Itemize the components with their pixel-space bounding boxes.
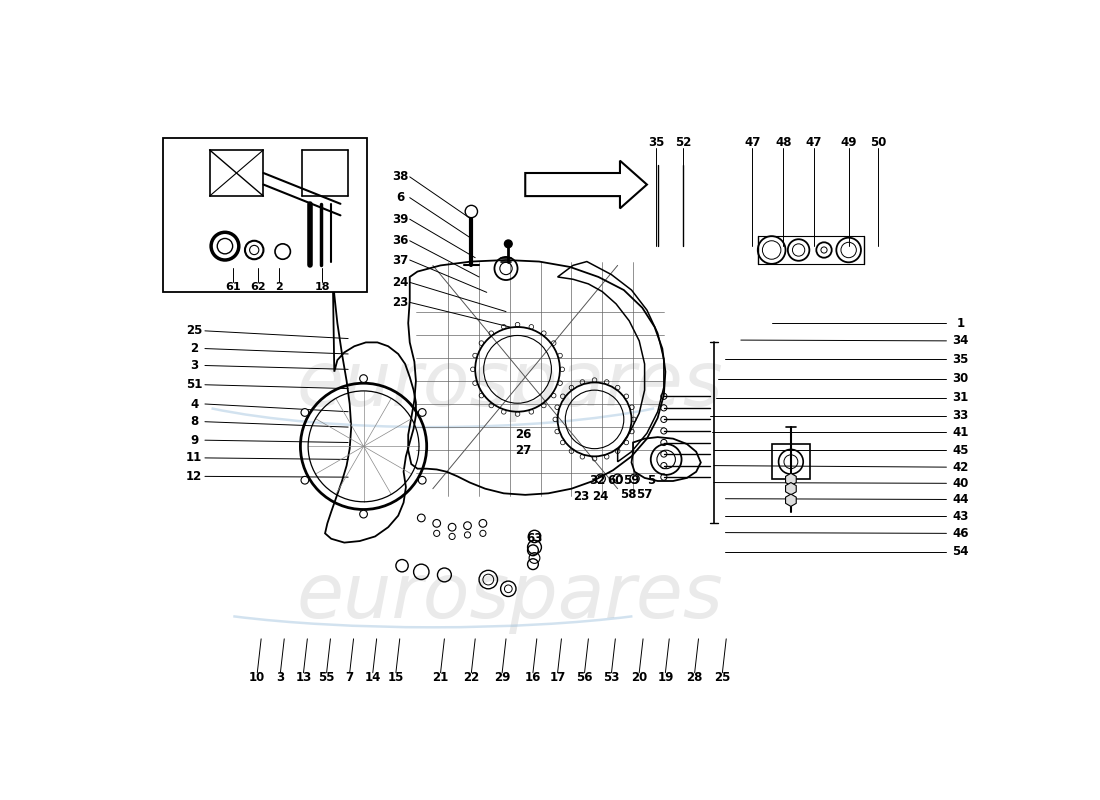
Circle shape (360, 374, 367, 382)
Circle shape (301, 409, 309, 416)
Text: 27: 27 (515, 444, 531, 457)
Text: 3: 3 (276, 671, 285, 684)
Text: 29: 29 (494, 671, 510, 684)
Text: 30: 30 (953, 372, 968, 385)
Text: 14: 14 (364, 671, 381, 684)
Circle shape (360, 510, 367, 518)
Text: 41: 41 (953, 426, 968, 439)
Text: 60: 60 (607, 474, 624, 487)
Text: 43: 43 (953, 510, 968, 523)
Text: 35: 35 (648, 136, 664, 149)
Text: 3: 3 (190, 359, 198, 372)
Text: 1: 1 (956, 317, 965, 330)
Text: 9: 9 (190, 434, 198, 446)
Text: 54: 54 (953, 546, 969, 558)
Bar (163, 138, 367, 292)
Text: 59: 59 (624, 474, 640, 487)
Text: 37: 37 (393, 254, 408, 266)
Polygon shape (785, 482, 796, 495)
Text: 19: 19 (657, 671, 673, 684)
Text: 8: 8 (190, 415, 198, 428)
Polygon shape (526, 161, 647, 209)
Text: 13: 13 (296, 671, 311, 684)
Text: 31: 31 (953, 391, 968, 404)
Text: 45: 45 (953, 444, 969, 457)
Text: 47: 47 (806, 136, 822, 149)
Text: eurospares: eurospares (297, 348, 723, 422)
Polygon shape (785, 494, 796, 506)
Text: eurospares: eurospares (297, 559, 723, 634)
Text: 40: 40 (953, 477, 968, 490)
Text: 5: 5 (648, 474, 656, 487)
Text: 47: 47 (745, 136, 760, 149)
Text: 12: 12 (186, 470, 202, 483)
Circle shape (418, 409, 426, 416)
Text: 20: 20 (631, 671, 647, 684)
Text: 42: 42 (953, 461, 968, 474)
Text: 33: 33 (953, 409, 968, 422)
Text: 28: 28 (686, 671, 703, 684)
Text: 50: 50 (870, 136, 887, 149)
Text: 24: 24 (593, 490, 609, 503)
Text: 61: 61 (224, 282, 241, 292)
Circle shape (418, 476, 426, 484)
Text: 17: 17 (550, 671, 565, 684)
Text: 23: 23 (573, 490, 590, 503)
Text: 56: 56 (576, 671, 593, 684)
Text: 38: 38 (393, 170, 409, 183)
Text: 16: 16 (525, 671, 541, 684)
Text: 6: 6 (396, 191, 405, 204)
Text: 44: 44 (953, 493, 969, 506)
Text: 53: 53 (603, 671, 619, 684)
Polygon shape (785, 474, 796, 486)
Text: 25: 25 (186, 324, 202, 338)
Text: 55: 55 (318, 671, 334, 684)
Text: 11: 11 (186, 451, 202, 464)
Circle shape (301, 476, 309, 484)
Circle shape (505, 240, 513, 248)
Text: 32: 32 (588, 474, 605, 487)
Circle shape (465, 206, 477, 218)
Text: 62: 62 (250, 282, 266, 292)
Text: 48: 48 (774, 136, 792, 149)
Text: 63: 63 (526, 532, 542, 546)
Text: 2: 2 (275, 282, 283, 292)
Text: 23: 23 (393, 296, 408, 309)
Text: 35: 35 (953, 353, 968, 366)
Text: 39: 39 (393, 213, 409, 226)
Text: 58: 58 (620, 488, 637, 502)
Text: 4: 4 (190, 398, 198, 410)
Text: 36: 36 (393, 234, 409, 247)
Text: 18: 18 (315, 282, 330, 292)
Text: 34: 34 (953, 334, 968, 347)
Text: 57: 57 (637, 488, 652, 502)
Text: 46: 46 (953, 527, 969, 540)
Text: 10: 10 (250, 671, 265, 684)
Text: 52: 52 (675, 136, 691, 149)
Text: 25: 25 (714, 671, 730, 684)
Text: 21: 21 (432, 671, 449, 684)
Text: 51: 51 (186, 378, 202, 391)
Text: 15: 15 (387, 671, 404, 684)
Text: 22: 22 (463, 671, 480, 684)
Text: 26: 26 (515, 428, 531, 442)
Text: 49: 49 (840, 136, 857, 149)
Text: 24: 24 (393, 276, 409, 289)
Text: 2: 2 (190, 342, 198, 355)
Text: 7: 7 (345, 671, 354, 684)
